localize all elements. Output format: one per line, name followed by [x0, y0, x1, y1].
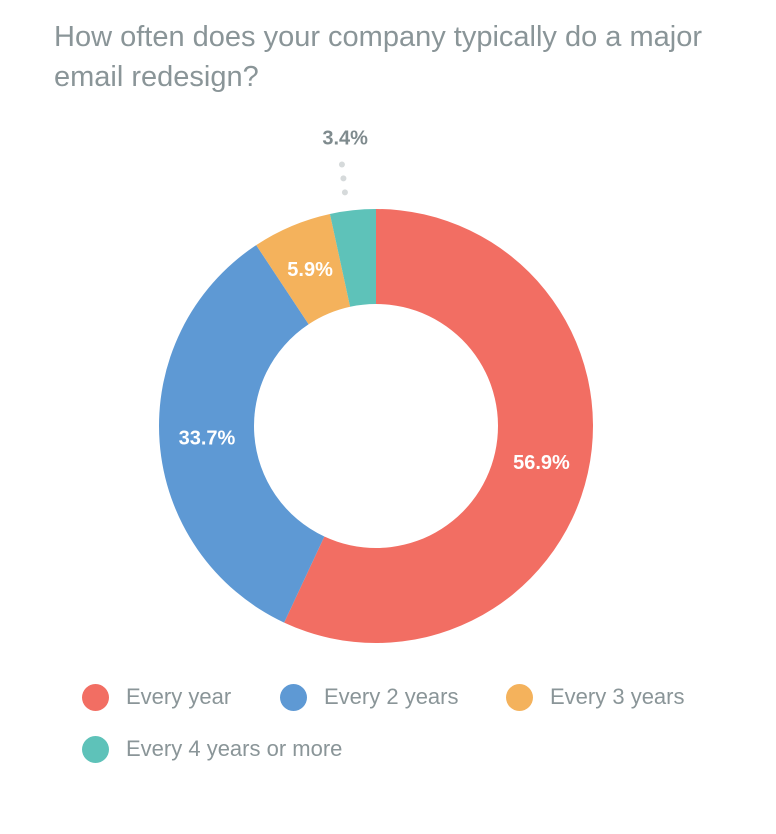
legend-label-every-3-years: Every 3 years [550, 684, 685, 709]
legend-item-every-year: Every year [82, 680, 231, 714]
legend-label-every-year: Every year [126, 684, 232, 709]
slice-label-every-year: 56.9% [513, 452, 570, 474]
leader-dot [338, 161, 345, 168]
leader-dot [340, 175, 347, 182]
legend-label-every-2-years: Every 2 years [324, 684, 459, 709]
legend-swatch-every-year [82, 683, 109, 711]
legend-swatch-every-3-years [506, 683, 533, 711]
legend-item-every-2-years: Every 2 years [280, 680, 459, 714]
slice-label-every-4-years-or-more: 3.4% [322, 128, 368, 150]
legend-label-every-4-years-or-more: Every 4 years or more [126, 736, 343, 761]
legend-item-every-3-years: Every 3 years [506, 680, 685, 714]
leader-dot [341, 189, 348, 196]
slice-label-every-3-years: 5.9% [287, 259, 333, 281]
slice-label-every-2-years: 33.7% [179, 428, 236, 450]
slice-every-2-years [159, 245, 325, 623]
legend-item-every-4-years-or-more: Every 4 years or more [82, 732, 342, 766]
legend-swatch-every-2-years [280, 683, 307, 711]
slice-every-3-years [256, 213, 351, 325]
legend-swatch-every-4-years-or-more [82, 735, 109, 763]
slice-every-year [284, 209, 593, 643]
slice-every-4-years-or-more [329, 209, 376, 307]
chart-title: How often does your company typically do… [54, 21, 702, 93]
